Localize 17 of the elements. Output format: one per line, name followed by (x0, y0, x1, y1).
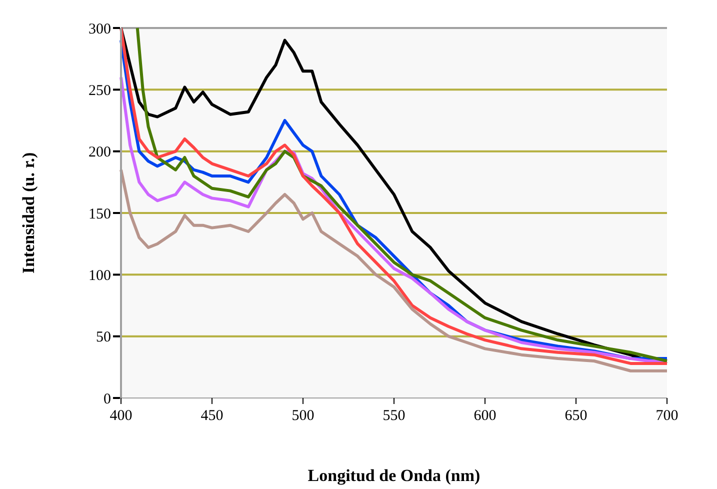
x-tick-label: 500 (292, 408, 314, 424)
x-axis-title: Longitud de Onda (nm) (308, 466, 480, 485)
x-tick-label: 450 (200, 408, 224, 424)
x-tick-label: 550 (382, 408, 406, 424)
y-tick-label: 300 (88, 21, 111, 38)
y-tick-label: 50 (96, 330, 111, 346)
y-tick-label: 0 (104, 391, 111, 408)
y-tick-label: 150 (88, 206, 111, 222)
line-series (120, 168, 668, 372)
y-axis-title: Intensidad (u. r.) (19, 152, 38, 274)
y-tick-label: 250 (88, 82, 111, 99)
y-tick-label: 200 (88, 144, 111, 161)
x-tick-label: 600 (474, 408, 496, 424)
x-tick-label: 400 (110, 408, 132, 424)
x-tick-label: 700 (656, 408, 678, 424)
y-tick-label: 100 (88, 268, 111, 284)
x-tick-label: 650 (564, 408, 588, 424)
